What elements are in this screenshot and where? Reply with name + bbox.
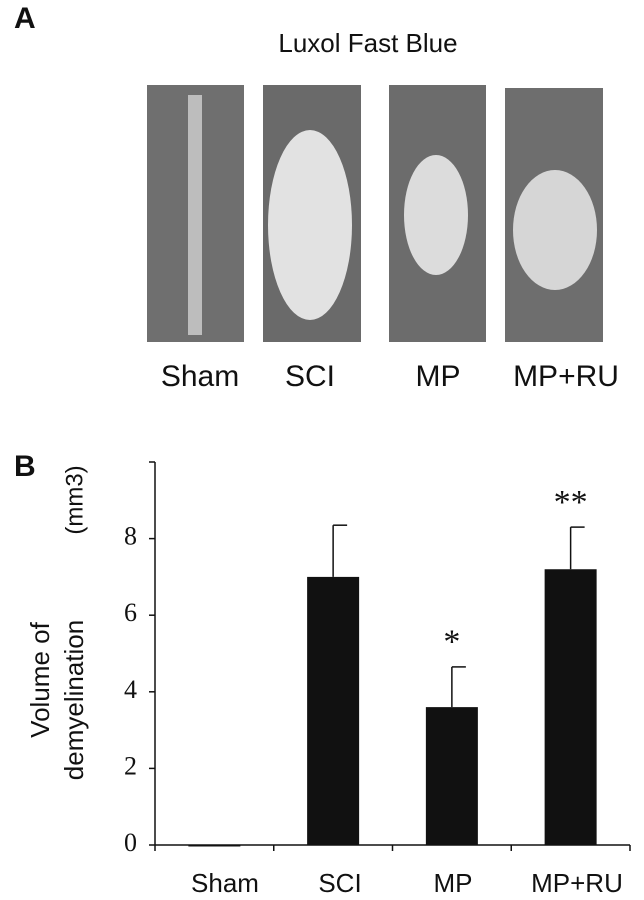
- bar: [307, 576, 360, 845]
- image-label: Sham: [161, 360, 239, 393]
- x-tick-label: Sham: [191, 868, 259, 898]
- panel-title: Luxol Fast Blue: [278, 28, 457, 58]
- micrograph-detail: [188, 95, 202, 335]
- significance-mark: **: [554, 484, 588, 521]
- y-tick-label: 6: [124, 598, 137, 627]
- y-axis-label: (mm3): [61, 465, 88, 534]
- y-tick-label: 4: [124, 675, 137, 704]
- micrographs: [147, 85, 603, 342]
- x-tick-label: MP: [434, 868, 473, 898]
- x-tick-label: SCI: [318, 868, 361, 898]
- bar: [425, 707, 478, 845]
- y-tick-label: 8: [124, 522, 137, 551]
- image-label: MP: [416, 360, 461, 393]
- lesion: [513, 170, 597, 290]
- y-tick-label: 0: [124, 828, 137, 857]
- lesion: [268, 130, 352, 320]
- image-label: MP+RU: [513, 360, 619, 393]
- image-label: SCI: [285, 360, 335, 393]
- significance-mark: *: [443, 624, 460, 661]
- y-axis-label: Volume of: [25, 621, 55, 737]
- y-axis-label: demyelination: [59, 620, 89, 780]
- x-tick-label: MP+RU: [531, 868, 623, 898]
- bar: [188, 845, 241, 847]
- panel-letter: B: [14, 450, 36, 483]
- panel-letter: A: [14, 2, 36, 35]
- lesion: [404, 155, 468, 275]
- y-tick-label: 2: [124, 751, 137, 780]
- bar: [544, 569, 597, 845]
